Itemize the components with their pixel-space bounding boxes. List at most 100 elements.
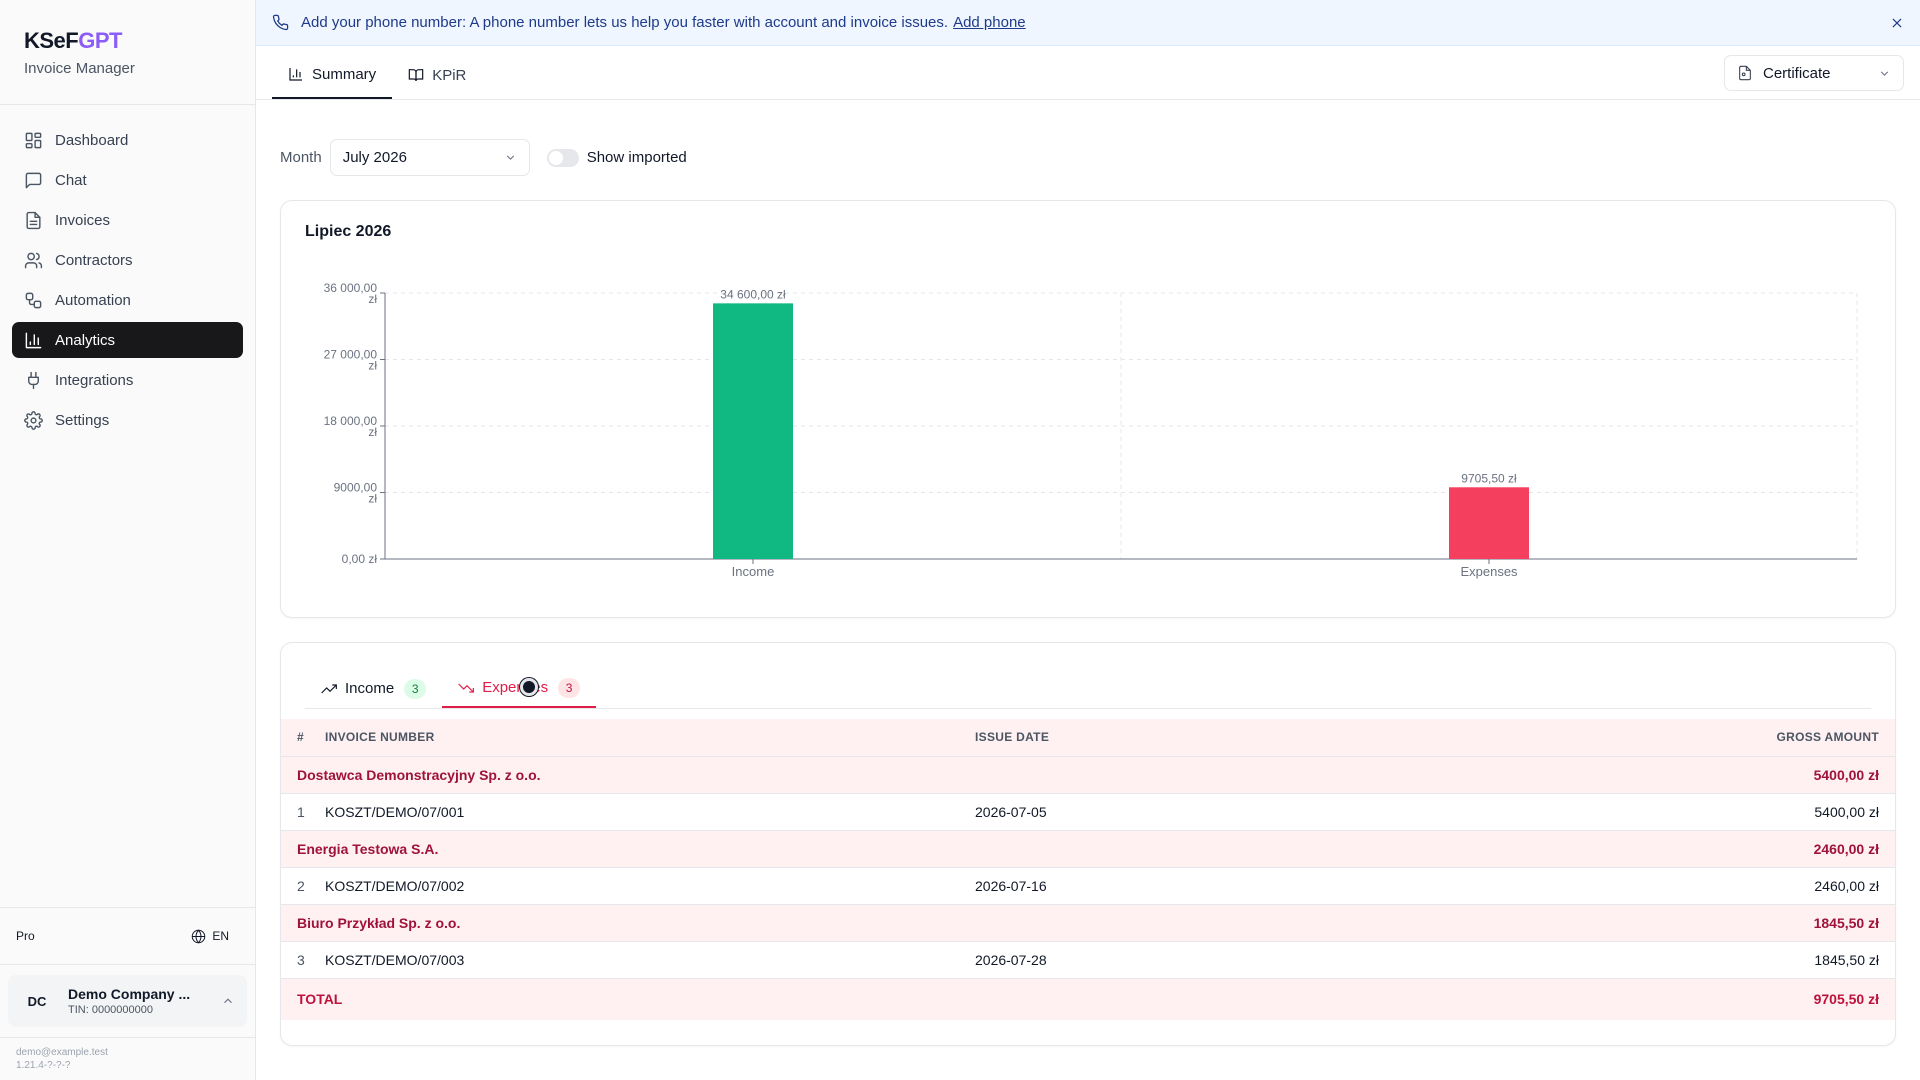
trending-down-icon (458, 683, 475, 693)
user-email: demo@example.test (16, 1047, 108, 1058)
y-tick-label: 18 000,00 zł (324, 414, 378, 439)
filters-bar: Month July 2026 Show imported (280, 139, 687, 176)
sidebar-item-label: Integrations (55, 371, 134, 389)
phone-banner: Add your phone number: A phone number le… (256, 0, 1920, 46)
contractor-name: Dostawca Demonstracyjny Sp. z o.o. (281, 756, 1330, 794)
issue-date: 2026-07-28 (975, 941, 1330, 979)
chevron-down-icon (1880, 70, 1889, 76)
x-tick-label: Expenses (1460, 564, 1518, 579)
month-label: Month (280, 149, 322, 166)
sidebar-item-analytics[interactable]: Analytics (12, 322, 243, 358)
app-logo[interactable]: KSeFGPT (24, 28, 231, 54)
row-index: 1 (281, 793, 325, 831)
sidebar-item-label: Invoices (55, 211, 111, 229)
sidebar-item-label: Analytics (55, 331, 116, 349)
certificate-icon (1739, 65, 1751, 81)
sidebar-item-label: Chat (55, 171, 87, 189)
invoice-type-tabs: Income 3 Expenses 3 (305, 669, 1871, 709)
dashboard-icon (25, 132, 42, 148)
total-label: TOTAL (281, 977, 1330, 1020)
globe-icon (192, 929, 206, 943)
brand-name-main: KSeF (24, 28, 79, 53)
certificate-select[interactable]: Certificate (1724, 55, 1904, 91)
trending-up-icon (321, 683, 337, 693)
table-row[interactable]: 2 KOSZT/DEMO/07/002 2026-07-16 2460,00 z… (281, 867, 1895, 905)
language-switcher[interactable]: EN (191, 929, 229, 944)
chevron-up-icon (224, 998, 232, 1004)
tab-kpir[interactable]: KPiR (392, 51, 482, 99)
gross-amount: 1845,50 zł (1329, 941, 1895, 979)
brand-subtitle: Invoice Manager (24, 60, 135, 77)
sidebar-item-chat[interactable]: Chat (12, 162, 243, 198)
bar-income (713, 303, 793, 559)
table-header-row: # Invoice number Issue date Gross amount (281, 719, 1895, 757)
tab-label: Expenses (482, 679, 549, 696)
brand: KSeFGPT Invoice Manager (0, 0, 255, 105)
account-info: demo@example.test 1.21.4-?-?-? (0, 1037, 255, 1080)
mouse-cursor (520, 678, 538, 696)
invoice-table: # Invoice number Issue date Gross amount… (281, 719, 1895, 1020)
contractor-subtotal: 5400,00 zł (1329, 756, 1895, 794)
sidebar: KSeFGPT Invoice Manager Dashboard Chat I… (0, 0, 256, 1080)
sidebar-item-dashboard[interactable]: Dashboard (12, 122, 243, 158)
month-value: July 2026 (342, 149, 407, 166)
sidebar-footer: Pro EN DC Demo Company ... TIN: 00000000… (0, 907, 255, 1080)
gear-icon (24, 410, 43, 430)
table-row[interactable]: 1 KOSZT/DEMO/07/001 2026-07-05 5400,00 z… (281, 793, 1895, 831)
contractor-subtotal: 2460,00 zł (1329, 830, 1895, 868)
sidebar-item-label: Settings (55, 411, 110, 429)
tab-label: Income (345, 680, 395, 697)
app-version: 1.21.4-?-?-? (16, 1060, 71, 1071)
show-imported-label: Show imported (586, 149, 687, 166)
bar-value-label: 9705,50 zł (1461, 471, 1517, 485)
summary-chart-card: Lipiec 2026 0,00 zł 9000,00 zł 18 000,00 zł 2… (280, 200, 1896, 618)
sidebar-item-contractors[interactable]: Contractors (12, 242, 243, 278)
table-row[interactable]: 3 KOSZT/DEMO/07/003 2026-07-28 1845,50 z… (281, 941, 1895, 979)
contractor-subtotal: 1845,50 zł (1329, 904, 1895, 942)
y-tick-label: 0,00 zł (342, 552, 378, 566)
main-content: Add your phone number: A phone number le… (256, 0, 1920, 1080)
show-imported-toggle[interactable] (546, 148, 579, 167)
view-tabs: Summary KPiR Certificate (256, 46, 1920, 100)
sidebar-item-settings[interactable]: Settings (12, 402, 243, 438)
contractor-name: Energia Testowa S.A. (281, 830, 1330, 868)
book-icon (408, 69, 424, 82)
add-phone-link[interactable]: Add phone (953, 14, 1026, 31)
avatar: DC (20, 984, 54, 1018)
col-invoice-number-header: Invoice number (325, 719, 975, 757)
total-row: TOTAL 9705,50 zł (281, 977, 1895, 1020)
tab-summary[interactable]: Summary (272, 51, 393, 99)
sidebar-nav: Dashboard Chat Invoices Contractors Auto… (0, 105, 255, 459)
company-switcher[interactable]: DC Demo Company ... TIN: 0000000000 (8, 975, 247, 1027)
invoice-number: KOSZT/DEMO/07/001 (325, 793, 975, 831)
summary-bar-chart: 0,00 zł 9000,00 zł 18 000,00 zł 27 000,00 zł 36… (324, 281, 1858, 579)
row-index: 2 (281, 867, 325, 905)
phone-icon (272, 14, 289, 31)
gross-amount: 5400,00 zł (1329, 793, 1895, 831)
brand-name-accent: GPT (78, 28, 122, 53)
y-tick-label: 36 000,00 zł (324, 281, 378, 306)
bar-expenses (1449, 487, 1529, 559)
row-index: 3 (281, 941, 325, 979)
y-tick-label: 9000,00 zł (334, 481, 378, 506)
company-tin: TIN: 0000000000 (68, 1004, 154, 1016)
language-label: EN (212, 929, 229, 943)
gross-amount: 2460,00 zł (1329, 867, 1895, 905)
tab-income[interactable]: Income 3 (305, 669, 442, 708)
month-select[interactable]: July 2026 (329, 139, 530, 176)
expenses-count-badge: 3 (558, 677, 581, 698)
sidebar-item-label: Automation (55, 291, 131, 309)
close-icon[interactable] (1890, 16, 1904, 30)
sidebar-item-integrations[interactable]: Integrations (12, 362, 243, 398)
contractor-group-row: Biuro Przykład Sp. z o.o. 1845,50 zł (281, 904, 1895, 942)
certificate-label: Certificate (1763, 64, 1831, 82)
bar-value-label: 34 600,00 zł (720, 287, 786, 301)
banner-text: Add your phone number: A phone number le… (301, 14, 949, 31)
plan-badge: Pro (16, 929, 35, 943)
sidebar-item-label: Contractors (55, 251, 133, 269)
sidebar-item-automation[interactable]: Automation (12, 282, 243, 318)
sidebar-item-invoices[interactable]: Invoices (12, 202, 243, 238)
workflow-icon (25, 292, 42, 308)
contractor-group-row: Dostawca Demonstracyjny Sp. z o.o. 5400,… (281, 756, 1895, 794)
company-name: Demo Company ... (68, 986, 191, 1002)
